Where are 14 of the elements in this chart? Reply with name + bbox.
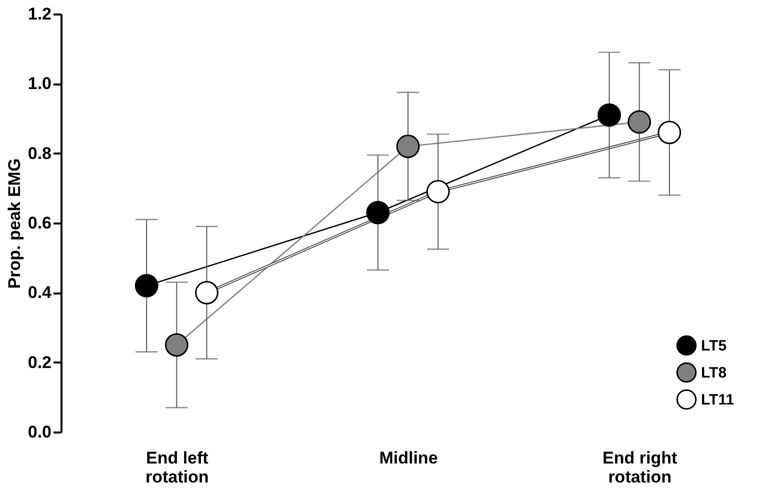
legend-label: LT11 (701, 392, 734, 408)
legend-label: LT5 (701, 338, 727, 354)
y-tick-label: 0.0 (28, 422, 52, 442)
y-tick-label: 0.8 (28, 144, 52, 163)
legend-label: LT8 (701, 364, 727, 382)
y-tick-label: 0.4 (28, 283, 52, 302)
y-tick-label: 1.0 (28, 74, 52, 94)
x-tick-label: Midline (379, 448, 438, 468)
y-tick-label: 1.2 (28, 4, 52, 24)
x-tick-label: End left rotation (146, 448, 209, 486)
y-tick-label: 0.2 (28, 352, 52, 372)
y-tick-label: 0.6 (28, 214, 52, 232)
y-axis-title: Prop. peak EMG (4, 158, 24, 289)
x-tick-label: End right rotation (602, 448, 678, 486)
